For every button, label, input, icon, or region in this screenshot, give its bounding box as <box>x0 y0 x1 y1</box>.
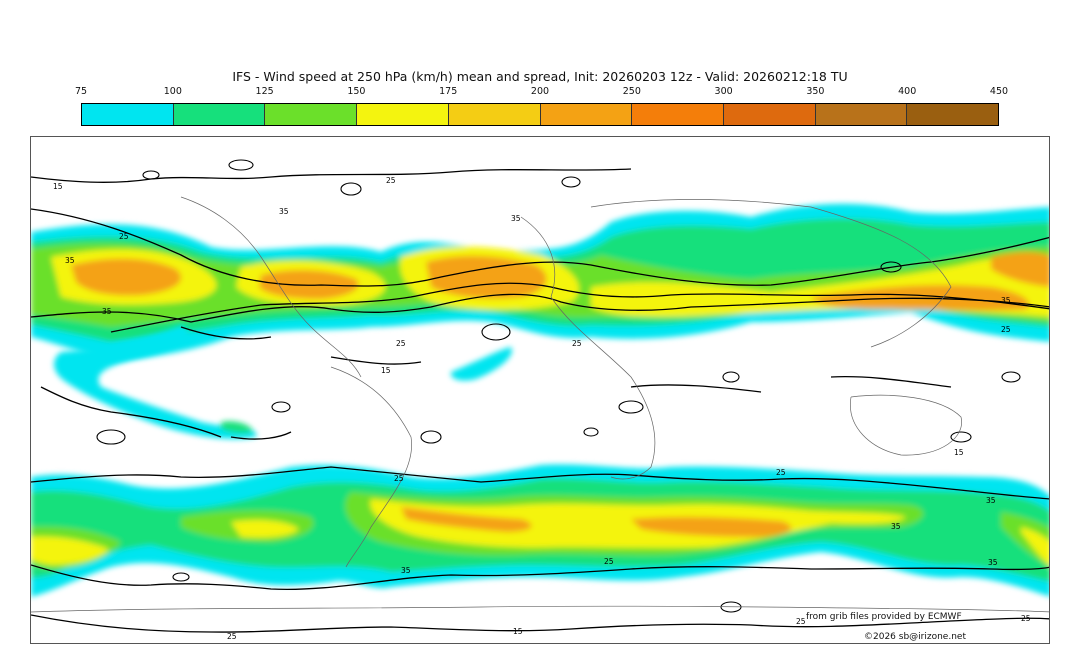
contour-island <box>880 261 902 273</box>
northern-jet-orange <box>71 252 1049 311</box>
colorbar-cell <box>540 104 633 125</box>
contour-label: 15 <box>954 448 964 457</box>
contour-island <box>950 431 972 443</box>
contour-label: 35 <box>891 522 901 531</box>
contour-island <box>1001 371 1021 383</box>
contour-label: 25 <box>572 339 582 348</box>
colorbar-cell <box>907 104 999 125</box>
colorbar-label: 450 <box>989 86 1009 97</box>
contour-line <box>40 386 292 440</box>
contour-line <box>31 614 1049 633</box>
colorbar-cell <box>723 104 816 125</box>
colorbar-label: 125 <box>255 86 274 97</box>
colorbar-cell <box>815 104 908 125</box>
contour-islands <box>96 159 1021 613</box>
colorbar-label: 300 <box>714 86 733 97</box>
coastline-australia <box>850 394 962 456</box>
contour-label: 25 <box>227 632 237 641</box>
southern-jet-orange <box>401 507 792 537</box>
colorbar <box>81 103 999 126</box>
copyright-credit: ©2026 sb@irizone.net <box>864 632 966 642</box>
contour-line <box>31 564 1049 591</box>
colorbar-label: 350 <box>806 86 825 97</box>
colorbar-cell <box>265 104 358 125</box>
contour-line <box>110 282 1049 333</box>
contour-line <box>31 168 632 183</box>
colorbar-label: 250 <box>622 86 641 97</box>
coastline-antarctica <box>31 605 1049 613</box>
colorbar-labels: 75 100 125 150 175 200 250 300 350 400 450 <box>0 86 1080 100</box>
coastline-asia <box>590 199 952 348</box>
contour-line <box>180 326 952 393</box>
tropical-jet-band <box>54 325 512 440</box>
contour-label: 25 <box>1021 614 1031 623</box>
contour-island <box>228 159 254 171</box>
contour-island <box>481 323 511 341</box>
contour-island <box>142 170 160 180</box>
colorbar-cell <box>173 104 266 125</box>
source-credit: from grib files provided by ECMWF <box>806 612 962 622</box>
wind-map: 15 25 35 35 25 35 35 25 25 15 35 25 25 2… <box>30 136 1050 644</box>
contour-label: 25 <box>119 232 129 241</box>
contour-island <box>420 430 442 444</box>
contour-label: 35 <box>65 256 75 265</box>
contour-label: 35 <box>279 207 289 216</box>
contour-label: 35 <box>102 307 112 316</box>
contour-island <box>340 182 362 196</box>
contour-line <box>31 208 1049 287</box>
contour-label: 15 <box>381 366 391 375</box>
colorbar-label: 100 <box>163 86 182 97</box>
chart-title: IFS - Wind speed at 250 hPa (km/h) mean … <box>232 69 848 84</box>
contour-label: 25 <box>776 468 786 477</box>
contour-label: 15 <box>513 627 523 636</box>
colorbar-label: 75 <box>74 86 88 97</box>
contour-label: 25 <box>1001 325 1011 334</box>
contour-island <box>618 400 644 414</box>
contour-label: 35 <box>1001 296 1011 305</box>
colorbar-cell <box>448 104 541 125</box>
northern-jet-yellow <box>51 246 1049 317</box>
contour-label: 25 <box>796 617 806 626</box>
contour-label: 25 <box>394 474 404 483</box>
contour-label-group: 15 25 35 35 25 35 35 25 25 15 35 25 25 2… <box>53 176 1031 641</box>
coastline-south-america <box>330 366 412 568</box>
contour-label: 25 <box>386 176 396 185</box>
contour-island <box>96 429 126 445</box>
contour-line <box>31 466 1049 500</box>
contour-island <box>561 176 581 188</box>
colorbar-label: 150 <box>347 86 366 97</box>
colorbar-label: 400 <box>898 86 917 97</box>
coastlines <box>31 196 1049 613</box>
contour-label: 25 <box>396 339 406 348</box>
contour-label: 35 <box>986 496 996 505</box>
coastline-europe-africa <box>520 216 656 480</box>
contour-island <box>722 371 740 383</box>
contour-island <box>172 572 190 582</box>
contour-label: 15 <box>53 182 63 191</box>
contour-island <box>583 427 599 437</box>
contour-label: 35 <box>401 566 411 575</box>
southern-jet-band <box>31 464 1049 597</box>
colorbar-label: 200 <box>530 86 550 97</box>
contour-island <box>271 401 291 413</box>
colorbar-cell <box>632 104 724 125</box>
contour-label: 35 <box>988 558 998 567</box>
contour-line <box>31 293 1049 323</box>
tropical-jet-green <box>221 421 253 434</box>
coastline-north-america <box>180 196 362 378</box>
spread-contours <box>31 168 1049 633</box>
colorbar-label: 175 <box>439 86 458 97</box>
contour-label: 35 <box>511 214 521 223</box>
colorbar-cell <box>82 104 174 125</box>
southern-jet-yellow <box>31 499 1049 566</box>
colorbar-cell <box>357 104 449 125</box>
contour-label: 25 <box>604 557 614 566</box>
